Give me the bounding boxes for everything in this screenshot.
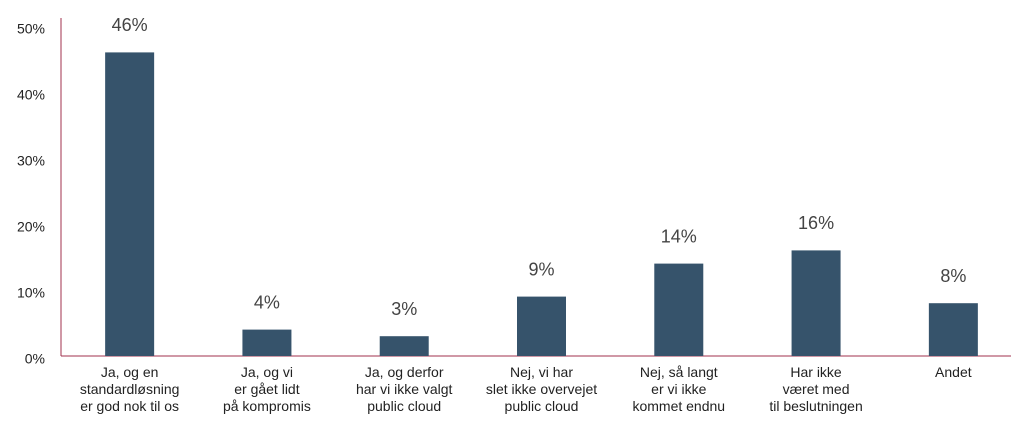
y-tick-label: 20% [17, 219, 45, 235]
value-label: 4% [254, 292, 280, 312]
y-tick-label: 50% [17, 21, 45, 37]
value-label: 46% [112, 15, 148, 35]
bar [242, 329, 292, 356]
x-tick-label: Ja, og vi er gået lidt på kompromis [222, 364, 311, 414]
bar [379, 336, 429, 356]
x-tick-label: Har ikke været med til beslutningen [769, 364, 863, 414]
value-label: 8% [940, 266, 966, 286]
y-tick-label: 30% [17, 153, 45, 169]
bar [791, 250, 841, 356]
x-tick-label: Nej, så langt er vi ikke kommet endnu [632, 364, 726, 414]
x-tick-label: Nej, vi har slet ikke overvejet public c… [485, 364, 598, 414]
value-label: 14% [661, 226, 697, 246]
bar [928, 303, 978, 356]
x-tick-label: Ja, og en standardløsning er god nok til… [79, 364, 180, 414]
y-tick-label: 10% [17, 285, 45, 301]
y-tick-label: 40% [17, 87, 45, 103]
bar [105, 52, 155, 357]
x-tick-label: Ja, og derfor har vi ikke valgt public c… [355, 364, 453, 414]
bar [654, 263, 704, 356]
value-label: 9% [528, 259, 554, 279]
value-label: 16% [798, 213, 834, 233]
y-tick-label: 0% [25, 351, 45, 367]
x-tick-label: Andet [935, 364, 972, 380]
value-label: 3% [391, 299, 417, 319]
bar [517, 296, 566, 356]
